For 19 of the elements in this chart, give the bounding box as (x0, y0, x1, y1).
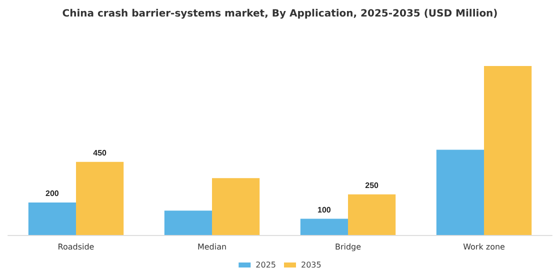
bar (300, 218, 348, 235)
data-label: 200 (46, 189, 60, 198)
bar (484, 66, 532, 235)
x-tick-label: Median (197, 242, 227, 252)
bar (28, 202, 76, 235)
bar (76, 162, 124, 235)
x-tick-label: Bridge (334, 242, 362, 252)
legend-label: 2035 (301, 260, 322, 270)
legend-label: 2025 (256, 260, 276, 270)
x-tick-label: Work zone (463, 242, 506, 252)
chart-title: China crash barrier-systems market, By Application, 2025-2035 (USD Million) (62, 8, 498, 20)
bar (164, 210, 212, 235)
bar (212, 178, 260, 235)
bar (348, 194, 396, 235)
data-label: 100 (318, 205, 332, 214)
bar (436, 150, 484, 235)
data-label: 250 (365, 180, 380, 190)
data-label: 450 (93, 148, 108, 158)
x-tick-label: Roadside (58, 242, 94, 252)
